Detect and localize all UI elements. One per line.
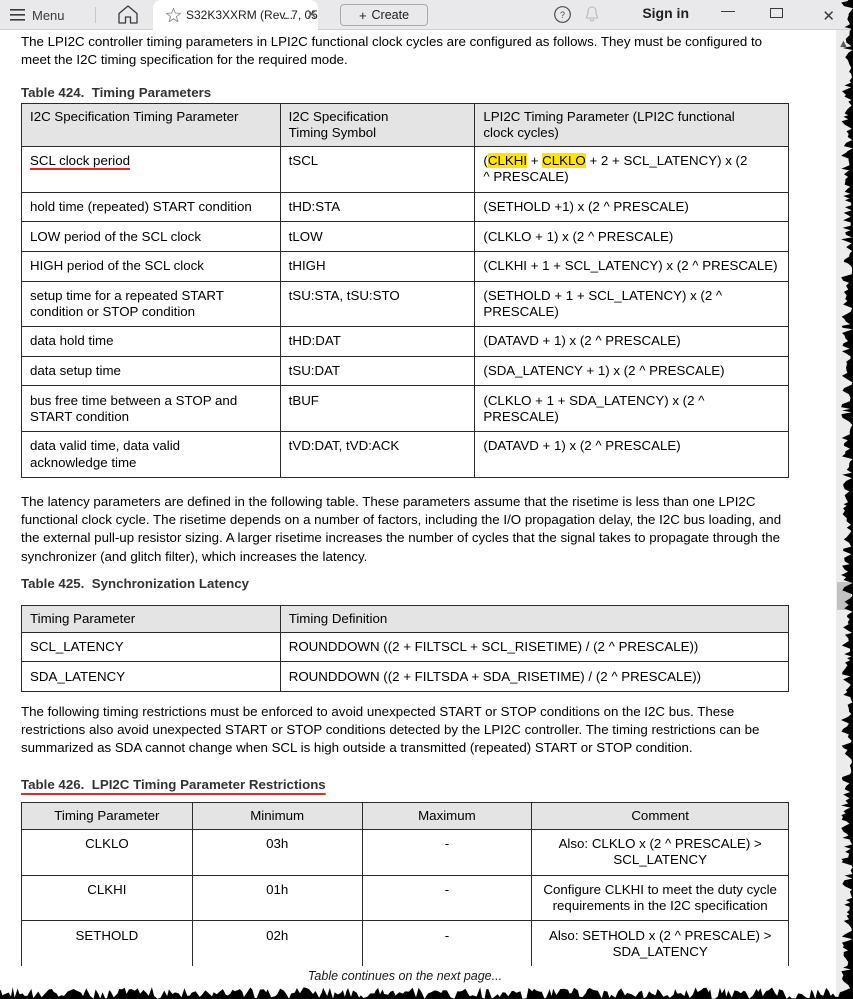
svg-text:?: ?: [560, 10, 565, 20]
